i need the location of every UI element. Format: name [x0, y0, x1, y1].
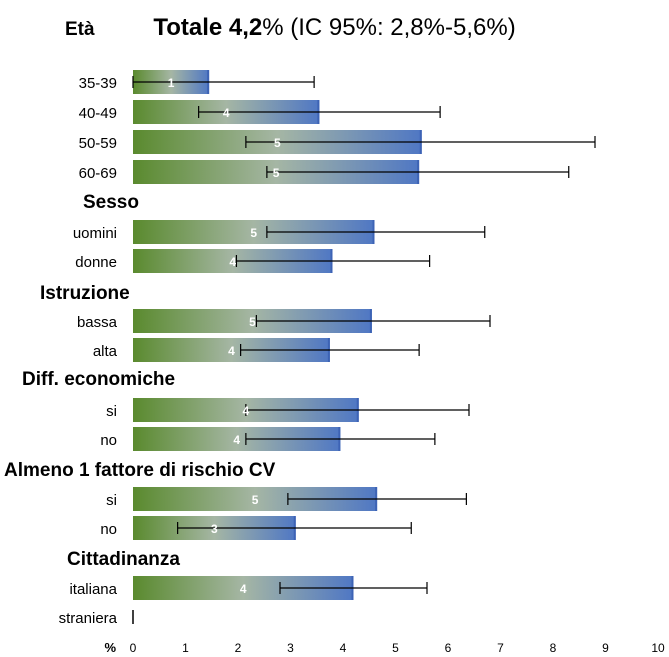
- x-tick-label: 10: [651, 641, 665, 655]
- x-tick-label: 1: [182, 641, 189, 655]
- category-label: no: [100, 432, 117, 449]
- data-label: 3: [211, 522, 218, 536]
- category-label: 40-49: [79, 105, 117, 122]
- data-label: 4: [228, 344, 235, 358]
- data-label: 4: [223, 106, 230, 120]
- x-tick-label: 4: [340, 641, 347, 655]
- data-label: 5: [249, 315, 256, 329]
- chart-title: Totale 4,2% (IC 95%: 2,8%-5,6%): [0, 14, 669, 42]
- x-tick-label: 9: [602, 641, 609, 655]
- data-label: 5: [273, 166, 280, 180]
- x-tick-label: 2: [235, 641, 242, 655]
- category-label: no: [100, 521, 117, 538]
- group-header: Cittadinanza: [67, 549, 180, 570]
- x-tick-label: 8: [550, 641, 557, 655]
- x-tick-label: 3: [287, 641, 294, 655]
- group-header: Sesso: [83, 192, 139, 213]
- category-label: alta: [93, 343, 118, 360]
- x-tick-label: 6: [445, 641, 452, 655]
- category-label: bassa: [77, 314, 118, 331]
- category-label: uomini: [73, 225, 117, 242]
- data-label: 1: [168, 76, 175, 90]
- category-label: si: [106, 492, 117, 509]
- chart-title-suffix: % (IC 95%: 2,8%-5,6%): [262, 14, 516, 41]
- category-label: 50-59: [79, 135, 117, 152]
- data-label: 5: [250, 226, 257, 240]
- group-header: Istruzione: [40, 283, 130, 304]
- group-header: Età: [65, 19, 95, 40]
- category-label: 35-39: [79, 75, 117, 92]
- category-label: 60-69: [79, 165, 117, 182]
- group-header: Diff. economiche: [22, 369, 175, 390]
- data-label: 4: [233, 433, 240, 447]
- x-tick-label: 5: [392, 641, 399, 655]
- category-label: si: [106, 403, 117, 420]
- data-label: 5: [274, 136, 281, 150]
- x-tick-label: 0: [130, 641, 137, 655]
- data-label: 5: [252, 493, 259, 507]
- x-tick-label: 7: [497, 641, 504, 655]
- group-header: Almeno 1 fattore di rischio CV: [4, 460, 276, 481]
- category-label: italiana: [69, 581, 117, 598]
- data-label: 4: [229, 255, 236, 269]
- x-unit-label: %: [104, 640, 116, 655]
- data-label: 4: [243, 404, 250, 418]
- chart-title-bold: Totale 4,2: [153, 14, 263, 41]
- category-label: donne: [75, 254, 117, 271]
- data-label: 4: [240, 582, 247, 596]
- category-label: straniera: [59, 610, 118, 627]
